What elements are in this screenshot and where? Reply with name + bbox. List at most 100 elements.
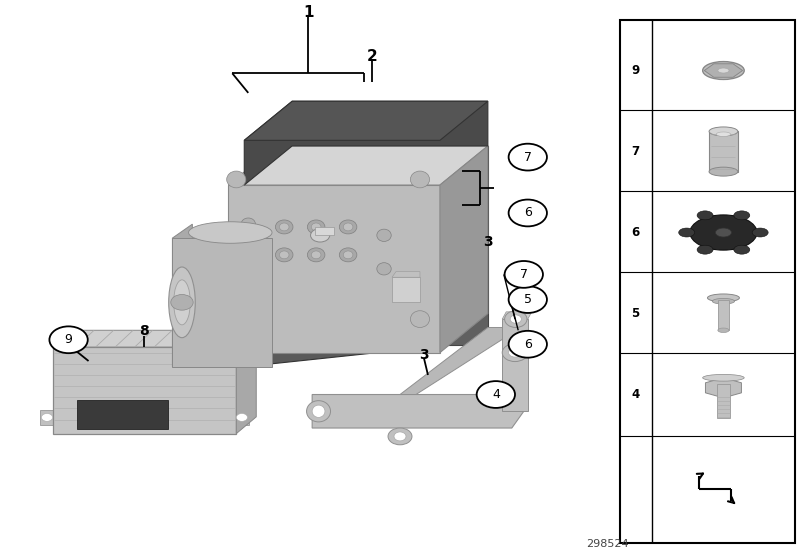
Ellipse shape (394, 432, 406, 441)
Ellipse shape (505, 311, 527, 328)
Circle shape (50, 326, 88, 353)
Text: 8: 8 (139, 324, 150, 338)
Ellipse shape (697, 245, 713, 254)
Polygon shape (440, 146, 488, 353)
Ellipse shape (339, 220, 357, 234)
Ellipse shape (707, 294, 739, 302)
Ellipse shape (343, 223, 353, 231)
Polygon shape (244, 101, 488, 185)
Circle shape (509, 286, 547, 313)
Polygon shape (244, 101, 488, 141)
Text: 9: 9 (65, 333, 73, 346)
Ellipse shape (311, 223, 321, 231)
Polygon shape (228, 146, 488, 185)
Polygon shape (400, 328, 508, 394)
Bar (40, 409, 54, 425)
Polygon shape (53, 330, 256, 347)
Ellipse shape (734, 245, 750, 254)
Ellipse shape (702, 375, 744, 381)
Circle shape (509, 199, 547, 226)
Ellipse shape (174, 280, 190, 325)
Ellipse shape (241, 274, 255, 286)
Polygon shape (276, 146, 488, 345)
Circle shape (505, 261, 543, 288)
Bar (53, 347, 236, 433)
Ellipse shape (410, 171, 430, 188)
Text: 9: 9 (631, 64, 640, 77)
Ellipse shape (718, 68, 729, 73)
Text: 7: 7 (631, 145, 640, 158)
Ellipse shape (275, 248, 293, 262)
Ellipse shape (734, 211, 750, 220)
Circle shape (236, 413, 247, 421)
Text: 2: 2 (366, 49, 378, 64)
Ellipse shape (279, 223, 289, 231)
Circle shape (509, 331, 547, 358)
Ellipse shape (312, 405, 325, 417)
Ellipse shape (716, 132, 730, 137)
Polygon shape (502, 319, 528, 411)
Ellipse shape (690, 215, 757, 250)
Ellipse shape (279, 251, 289, 259)
Ellipse shape (306, 400, 330, 422)
Text: 4: 4 (492, 388, 500, 401)
Ellipse shape (226, 311, 246, 328)
Polygon shape (228, 185, 440, 353)
Circle shape (502, 344, 528, 362)
Text: 5: 5 (524, 293, 532, 306)
Text: 6: 6 (524, 338, 532, 351)
Text: 5: 5 (631, 307, 640, 320)
Ellipse shape (718, 328, 729, 333)
Polygon shape (312, 394, 524, 428)
Polygon shape (172, 238, 272, 367)
Ellipse shape (311, 251, 321, 259)
Text: 6: 6 (631, 226, 640, 239)
Ellipse shape (343, 251, 353, 259)
Circle shape (170, 295, 193, 310)
Ellipse shape (709, 167, 738, 176)
Polygon shape (236, 330, 256, 433)
Ellipse shape (709, 127, 738, 136)
Bar (709, 132, 738, 171)
Ellipse shape (715, 228, 731, 237)
Ellipse shape (697, 211, 713, 220)
Text: 3: 3 (483, 235, 493, 249)
Bar (77, 400, 169, 429)
Ellipse shape (678, 228, 694, 237)
Ellipse shape (388, 428, 412, 445)
Ellipse shape (339, 248, 357, 262)
Polygon shape (266, 146, 488, 365)
Ellipse shape (702, 62, 744, 80)
Ellipse shape (189, 222, 272, 243)
Text: 298524: 298524 (586, 539, 629, 549)
Polygon shape (704, 64, 742, 77)
Ellipse shape (275, 220, 293, 234)
Text: 7: 7 (520, 268, 528, 281)
Polygon shape (706, 378, 742, 398)
Ellipse shape (307, 248, 325, 262)
Text: 3: 3 (419, 348, 429, 362)
Bar (392, 277, 420, 302)
Text: 7: 7 (524, 151, 532, 164)
Ellipse shape (377, 263, 391, 275)
Ellipse shape (307, 220, 325, 234)
Bar (234, 409, 249, 425)
Ellipse shape (377, 229, 391, 241)
Text: 1: 1 (303, 6, 314, 21)
Ellipse shape (752, 228, 768, 237)
Ellipse shape (510, 315, 522, 323)
Circle shape (509, 144, 547, 170)
Text: 4: 4 (631, 388, 640, 401)
Polygon shape (392, 272, 420, 277)
Text: 6: 6 (524, 207, 532, 220)
Ellipse shape (226, 171, 246, 188)
Circle shape (42, 413, 53, 421)
Polygon shape (172, 224, 192, 367)
Bar (718, 300, 729, 330)
Bar (717, 385, 730, 418)
Ellipse shape (241, 218, 255, 230)
Circle shape (509, 348, 522, 357)
Polygon shape (502, 312, 532, 319)
Ellipse shape (169, 267, 195, 338)
Circle shape (477, 381, 515, 408)
